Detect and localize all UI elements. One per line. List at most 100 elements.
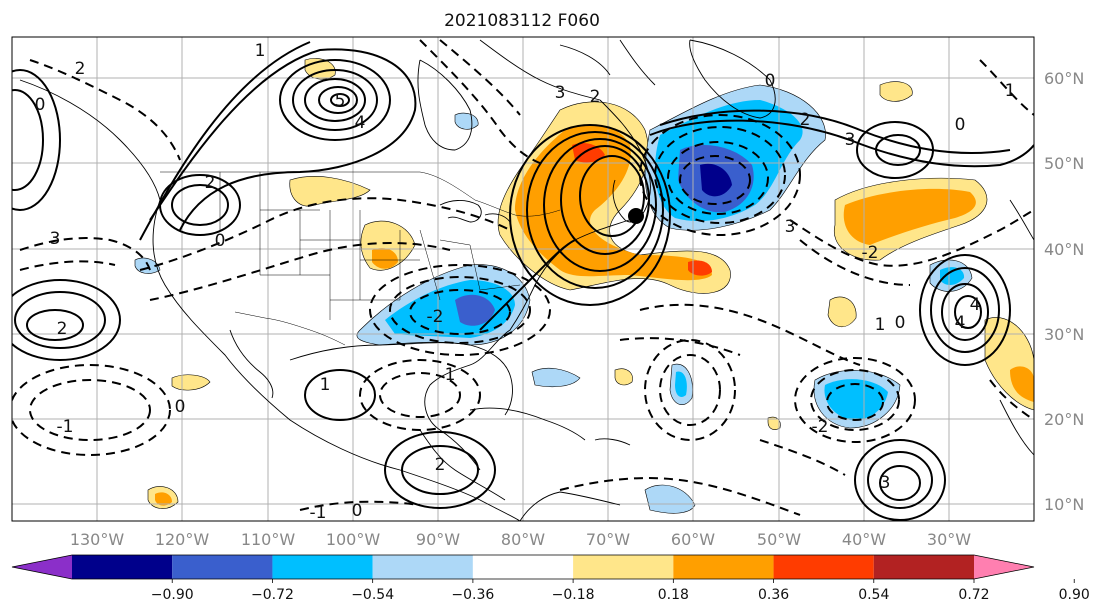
contour-trop-3 [879, 465, 921, 501]
dash-tropatl-1 [794, 357, 916, 443]
colorbar-segment [272, 555, 373, 579]
us-mexico-border [234, 311, 346, 346]
contour-label: 1 [255, 41, 266, 61]
dash-south-2 [299, 500, 421, 511]
contour-label: 3 [845, 130, 856, 150]
contour-label: 3 [555, 83, 566, 103]
contour-label: 3 [785, 217, 796, 237]
contour-label: 2 [800, 110, 811, 130]
dash-north-1 [419, 39, 546, 166]
dash-tropatl-2 [810, 369, 900, 431]
contour-alaska-outer2 [139, 41, 311, 241]
dash-plains-2 [149, 242, 451, 301]
dash-caribeast-2 [659, 354, 721, 426]
contour-alaska-outer [149, 48, 417, 231]
us-canada-border [160, 171, 561, 217]
contour-label: -1 [57, 417, 74, 437]
dash-west-2 [19, 260, 116, 271]
contour-azores-1 [919, 254, 1011, 366]
lon-label: 100°W [326, 530, 381, 549]
position-marker [628, 208, 644, 224]
dash-pacific-2 [29, 379, 151, 441]
colorbar-segment [372, 555, 473, 579]
dash-south-3 [759, 439, 846, 476]
contour-label: -2 [862, 243, 879, 263]
coast-arctic [479, 39, 656, 101]
contour-label: 3 [50, 229, 61, 249]
contour-label: 1 [875, 315, 886, 335]
contour-label: 0 [955, 115, 966, 135]
contour-bc-2 [171, 184, 229, 226]
contour-label: 5 [335, 91, 346, 111]
lon-label: 120°W [155, 530, 210, 549]
cold-patch-caribbean-east-core [675, 371, 687, 397]
contour-label: 2 [205, 173, 216, 193]
contour-ne-2 [526, 131, 664, 289]
contour-label: 1 [445, 365, 456, 385]
contour-alaska-4 [318, 86, 358, 114]
dash-east-1 [979, 59, 1034, 116]
lon-label: 70°W [586, 530, 630, 549]
contour-carib-2 [401, 445, 479, 495]
dash-plains-1 [139, 197, 511, 271]
contour-label: 3 [880, 473, 891, 493]
contour-pacnw-2 [12, 89, 44, 191]
lat-label: 20°N [1044, 410, 1084, 429]
colorbar-tick-label: 0.36 [758, 587, 789, 603]
contour-label: 1 [320, 375, 331, 395]
dash-gom-2 [379, 372, 461, 418]
colorbar-tick-label: −0.72 [251, 587, 294, 603]
colorbar-segment [873, 555, 974, 579]
contour-east-coast [479, 239, 576, 331]
coast-iberia [1009, 199, 1034, 241]
contour-alaska-5 [330, 93, 350, 107]
map-panel: 5 4 1 2 0 2 0 3 2 3 2 0 2 3 0 3 4 4 1 0 [11, 36, 1035, 522]
contour-label: 0 [765, 71, 776, 91]
dash-south-1 [559, 477, 801, 516]
coast-central-america [419, 429, 506, 501]
coast-great-lakes [439, 200, 511, 223]
colorbar-tick-label: −0.54 [351, 587, 394, 603]
contour-alaska-1 [279, 59, 391, 141]
lat-label: 30°N [1044, 325, 1084, 344]
coast-baja [229, 329, 274, 399]
cold-patch-tropical-atlantic-core [824, 379, 888, 421]
coast-greenland [689, 39, 776, 119]
contour-label: 4 [970, 295, 981, 315]
dash-natl-2 [799, 239, 911, 286]
dash-newfoundland-2 [654, 126, 786, 224]
colorbar-tick-label: 0.54 [858, 587, 889, 603]
lon-label: 50°W [757, 530, 801, 549]
contour-label: 2 [75, 59, 86, 79]
contour-label: 0 [215, 231, 226, 251]
contour-natl-2 [659, 109, 1011, 155]
contour-label: -2 [812, 417, 829, 437]
colorbar-tick-label: 0.90 [1059, 587, 1090, 603]
contour-pac-2 [14, 291, 106, 349]
state-lines [219, 172, 521, 320]
contour-ne-1 [509, 124, 671, 306]
colorbar-tick-label: −0.90 [151, 587, 194, 603]
warm-patch-azores-core [1010, 366, 1034, 402]
contour-alaska-2 [292, 69, 378, 131]
dash-east-2 [989, 379, 1034, 421]
contour-azores-4 [954, 295, 982, 329]
cold-patch-east-atlantic-core [940, 267, 965, 285]
coast-cuba [469, 407, 586, 441]
contour-label: 2 [435, 455, 446, 475]
contour-natl-1 [649, 119, 1034, 168]
dash-west-1 [19, 237, 151, 271]
dash-north-3 [29, 59, 181, 161]
lat-label: 10°N [1044, 495, 1084, 514]
colorbar: −0.90 −0.72 −0.54 −0.36 −0.18 0.18 0.36 0.54 0.7… [11, 554, 1090, 603]
colorbar-extend-min [12, 555, 72, 579]
lon-label: 60°W [671, 530, 715, 549]
dash-gulf-2 [389, 276, 531, 344]
contour-label: 0 [175, 397, 186, 417]
map-frame [11, 36, 1035, 522]
contour-label: 0 [895, 313, 906, 333]
contour-label: 2 [590, 87, 601, 107]
contour-labels: 5 4 1 2 0 2 0 3 2 3 2 0 2 3 0 3 4 4 1 0 [35, 41, 1016, 521]
warm-patch-mid-atlantic [827, 296, 857, 327]
contour-pac-1 [12, 279, 121, 361]
